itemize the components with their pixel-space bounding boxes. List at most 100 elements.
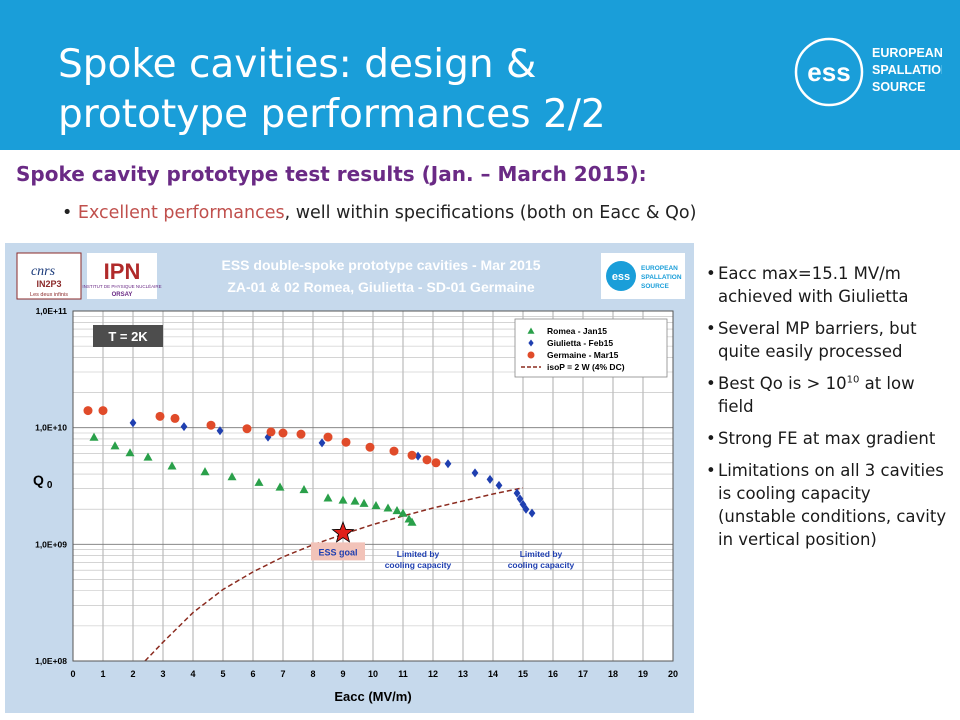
legend-swatch-triangle xyxy=(527,327,535,334)
ess-goal-box xyxy=(311,542,365,561)
data-point-triangle xyxy=(392,505,402,515)
data-point-triangle xyxy=(110,441,120,450)
chart-ess-line2: SPALLATION xyxy=(641,274,682,281)
temperature-box: T = 2K xyxy=(93,325,163,347)
data-point-triangle xyxy=(125,448,135,457)
data-point-triangle xyxy=(200,467,210,476)
chart-title: ESS double-spoke prototype cavities - Ma… xyxy=(222,257,541,273)
slide-header: Spoke cavities: design & prototype perfo… xyxy=(0,0,960,150)
chart-ess-line3: SOURCE xyxy=(641,283,669,290)
cnrs-in2p3-logo: cnrs IN2P3 Les deux infinis xyxy=(16,252,82,300)
data-point-diamond xyxy=(471,468,479,478)
y-tick-label: 1,0E+11 xyxy=(36,306,68,316)
ticks-layer: 0 1 2 3 4 5 6 7 8 9 10 11 12 13 14 15 16 17 18 19 201,0E+081… xyxy=(35,306,678,679)
data-point-diamond xyxy=(522,504,530,514)
legend-label: Romea - Jan15 xyxy=(547,326,607,336)
ipn-logo: IPN INSTITUT DE PHYSIQUE NUCLÉAIRE ORSAY xyxy=(82,253,162,299)
data-point-triangle xyxy=(359,498,369,507)
right-bullet-text: Strong FE at max gradient xyxy=(718,429,936,448)
x-tick-label: 2 xyxy=(130,669,135,679)
data-point-circle xyxy=(431,458,441,468)
data-point-circle xyxy=(155,411,165,421)
data-point-circle xyxy=(278,428,288,438)
x-tick-label: 12 xyxy=(428,669,438,679)
series-line-isop xyxy=(144,487,524,662)
x-tick-label: 15 xyxy=(518,669,528,679)
x-tick-label: 0 xyxy=(70,669,75,679)
y-axis-label-main: Q xyxy=(33,472,44,488)
cnrs-text: cnrs xyxy=(31,264,56,279)
chart-ess-mark: ess xyxy=(612,271,630,283)
x-tick-label: 6 xyxy=(250,669,255,679)
main-bullet: • Excellent performances, well within sp… xyxy=(62,203,696,223)
data-point-triangle xyxy=(299,485,309,494)
x-tick-label: 9 xyxy=(340,669,345,679)
main-bullet-highlight: Excellent performances xyxy=(77,203,285,223)
data-point-triangle xyxy=(350,496,360,505)
data-point-diamond xyxy=(513,488,521,498)
ess-logo-line3: SOURCE xyxy=(872,80,925,94)
x-tick-label: 8 xyxy=(310,669,315,679)
data-point-diamond xyxy=(414,451,422,461)
data-point-triangle xyxy=(143,452,153,461)
ipn-sub2-text: ORSAY xyxy=(112,292,133,298)
x-tick-label: 20 xyxy=(668,669,678,679)
section-subtitle: Spoke cavity prototype test results (Jan… xyxy=(16,162,647,186)
data-point-circle xyxy=(242,424,252,434)
data-point-triangle xyxy=(338,495,348,504)
right-bullet-text: Eacc max=15.1 MV/m achieved with Giuliet… xyxy=(718,264,909,306)
chart-ess-line1: EUROPEAN xyxy=(641,265,678,272)
data-point-triangle xyxy=(227,472,237,481)
right-bullet-text: Several MP barriers, but quite easily pr… xyxy=(718,319,917,361)
points-layer xyxy=(83,406,536,526)
annotation-layer: ESS goal Limited by cooling capacity Limite… xyxy=(311,520,575,570)
right-bullet-sup: 10 xyxy=(846,374,860,386)
x-tick-label: 7 xyxy=(280,669,285,679)
limit-annotation: Limited by cooling capacity xyxy=(385,549,452,570)
data-point-circle xyxy=(83,406,93,416)
chart-ess-logo: ess EUROPEAN SPALLATION SOURCE xyxy=(601,253,685,299)
data-point-triangle xyxy=(275,482,285,491)
ess-logo-line2: SPALLATION xyxy=(872,63,942,77)
data-point-circle xyxy=(389,446,399,456)
x-tick-label: 19 xyxy=(638,669,648,679)
right-bullet-text: Best Qo is > 10 xyxy=(718,374,847,393)
data-point-triangle xyxy=(89,432,99,441)
x-tick-label: 17 xyxy=(578,669,588,679)
main-bullet-dot: • xyxy=(62,203,78,223)
x-tick-label: 13 xyxy=(458,669,468,679)
x-tick-label: 3 xyxy=(160,669,165,679)
x-tick-label: 11 xyxy=(398,669,408,679)
legend-label: Giulietta - Feb15 xyxy=(547,338,613,348)
data-point-circle xyxy=(296,429,306,439)
chart-subtitle: ZA-01 & 02 Romea, Giulietta - SD-01 Germ… xyxy=(227,279,535,295)
data-point-circle xyxy=(206,420,216,430)
y-tick-label: 1,0E+08 xyxy=(35,656,67,666)
main-bullet-text: , well within specifications (both on Ea… xyxy=(284,203,697,223)
data-point-triangle xyxy=(407,517,417,526)
data-point-diamond xyxy=(528,508,536,518)
data-point-diamond xyxy=(444,459,452,469)
ess-logo-line1: EUROPEAN xyxy=(872,46,942,60)
data-point-diamond xyxy=(516,494,524,504)
data-point-diamond xyxy=(486,474,494,484)
x-tick-label: 16 xyxy=(548,669,558,679)
data-point-triangle xyxy=(371,501,381,510)
data-point-diamond xyxy=(264,432,272,442)
right-bullet-item: Several MP barriers, but quite easily pr… xyxy=(706,317,951,363)
data-point-circle xyxy=(341,437,351,447)
x-tick-label: 10 xyxy=(368,669,378,679)
y-tick-label: 1,0E+09 xyxy=(35,539,67,549)
data-point-circle xyxy=(323,432,333,442)
x-tick-label: 4 xyxy=(190,669,195,679)
data-point-circle xyxy=(266,427,276,437)
x-tick-label: 18 xyxy=(608,669,618,679)
data-point-circle xyxy=(365,442,375,452)
right-bullet-item: Best Qo is > 1010 at low field xyxy=(706,372,951,418)
x-axis-label: Eacc (MV/m) xyxy=(334,689,411,704)
slide-title: Spoke cavities: design & prototype perfo… xyxy=(58,42,606,137)
in2p3-text: IN2P3 xyxy=(36,279,61,289)
ess-logo-ring xyxy=(794,37,864,107)
data-point-diamond xyxy=(180,422,188,432)
